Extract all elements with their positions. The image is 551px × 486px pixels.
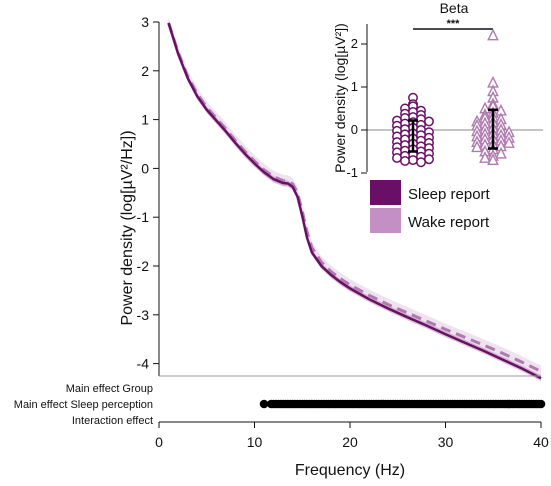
inset-y-tick-label: 2 — [351, 36, 358, 51]
x-tick-label: 20 — [342, 434, 358, 450]
inset-title: Beta — [440, 0, 469, 16]
x-ticks: 0 10 20 30 40 — [155, 422, 549, 450]
significance-dot — [536, 399, 546, 409]
y-axis-label: Power density (log[µV²/Hz]) — [119, 130, 136, 325]
y-tick-label: 0 — [141, 160, 149, 176]
inset-y-ticks: 2 1 0 -1 — [346, 36, 367, 180]
y-tick-label: 3 — [141, 14, 149, 30]
series-line-wake-report — [167, 22, 542, 373]
series-line-sleep-report — [167, 22, 542, 380]
y-tick-label: 1 — [141, 112, 149, 128]
inset-point-sleep-report — [392, 153, 402, 163]
y-tick-label: -3 — [137, 307, 150, 323]
stat-label-group: Main effect Group — [66, 383, 153, 395]
x-tick-label: 40 — [533, 434, 549, 450]
legend-swatch-sleep-report — [370, 180, 401, 205]
y-tick-label: 2 — [141, 63, 149, 79]
legend-swatch-wake-report — [370, 208, 401, 233]
x-tick-label: 0 — [155, 434, 163, 450]
inset-y-axis-label: Power density (log[µV²]) — [332, 23, 348, 173]
inset-y-tick-label: 1 — [351, 79, 358, 94]
inset-y-tick-label: 0 — [351, 122, 358, 137]
y-tick-label: -4 — [137, 356, 150, 372]
y-tick-label: -1 — [137, 209, 150, 225]
y-ticks: 3 2 1 0 -1 -2 -3 -4 — [137, 14, 159, 372]
inset-point-wake-report — [503, 136, 515, 148]
inset-point-wake-report — [471, 140, 483, 153]
inset-error-bars — [408, 108, 498, 153]
legend-label-sleep-report: Sleep report — [408, 186, 491, 203]
x-tick-label: 10 — [247, 434, 263, 450]
stat-label-interaction: Interaction effect — [72, 415, 153, 427]
significance-dots — [259, 399, 546, 409]
x-axis-label: Frequency (Hz) — [295, 462, 405, 479]
legend-label-wake-report: Wake report — [408, 214, 490, 231]
inset-point-wake-report — [487, 28, 499, 41]
spectrum-lines — [167, 22, 542, 380]
inset-point-sleep-report — [424, 116, 434, 127]
inset-point-wake-report — [495, 146, 507, 159]
x-tick-label: 30 — [438, 434, 454, 450]
inset-point-sleep-report — [424, 154, 434, 165]
inset-point-sleep-report — [408, 155, 418, 166]
inset-point-wake-report — [479, 151, 491, 163]
inset-point-wake-report — [487, 153, 499, 166]
beta-inset-chart: Beta *** 210-1 Power density (log[µV²]) … — [332, 0, 543, 233]
inset-y-tick-label: -1 — [346, 165, 358, 180]
significance-stars: *** — [447, 18, 461, 30]
inset-point-sleep-report — [400, 156, 410, 166]
stat-label-sleep-perception: Main effect Sleep perception — [14, 399, 153, 411]
y-tick-label: -2 — [137, 258, 150, 274]
significance-dot — [259, 399, 269, 409]
inset-point-sleep-report — [416, 157, 426, 168]
